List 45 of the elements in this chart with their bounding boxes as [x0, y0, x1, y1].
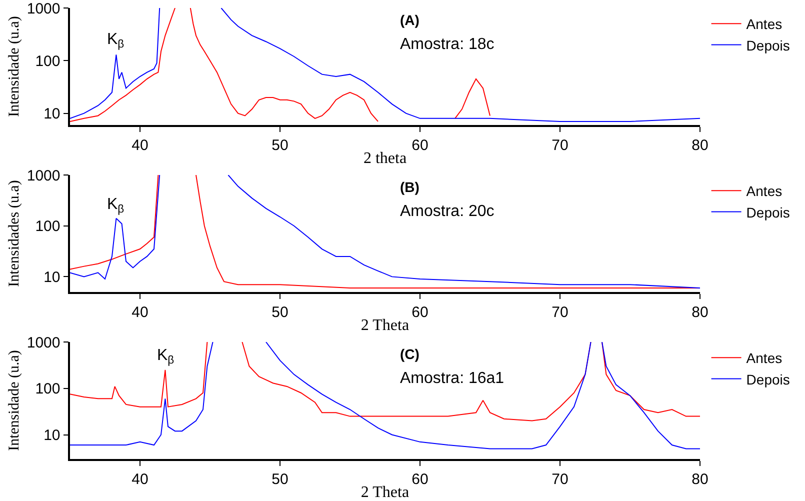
x-tick-label: 60	[412, 470, 428, 488]
legend-label: Depois	[746, 371, 790, 388]
x-tick-label: 70	[552, 136, 568, 154]
x-tick-label: 60	[412, 136, 428, 154]
x-tick-label: 40	[132, 136, 148, 154]
x-tick-label: 80	[692, 470, 708, 488]
x-tick-label: 50	[272, 136, 288, 154]
x-axis-title: 2 Theta	[360, 317, 410, 334]
x-tick-label: 60	[412, 304, 428, 321]
x-tick-label: 50	[272, 470, 288, 488]
x-tick-label: 80	[692, 136, 708, 154]
y-tick-label: 1000	[26, 0, 60, 18]
x-tick-label: 50	[272, 304, 288, 321]
x-tick-label: 70	[552, 304, 568, 321]
annotation: (C)	[400, 346, 420, 362]
x-tick-label: 40	[132, 470, 148, 488]
legend-label: Antes	[746, 350, 782, 366]
y-tick-label: 10	[44, 106, 60, 123]
y-tick-label: 10	[44, 427, 60, 444]
y-tick-label: 100	[35, 52, 60, 70]
x-tick-label: 40	[132, 304, 148, 321]
legend-label: Antes	[746, 16, 782, 32]
y-axis-title: Intensidades (u.a)	[6, 180, 23, 287]
y-tick-label: 1000	[26, 167, 60, 184]
x-tick-label: 70	[552, 470, 568, 488]
legend-label: Depois	[746, 37, 790, 54]
x-tick-label: 80	[692, 304, 708, 321]
y-tick-label: 100	[35, 380, 60, 398]
y-tick-label: 10	[44, 268, 60, 286]
annotation: Amostra: 16a1	[400, 370, 504, 387]
y-tick-label: 100	[35, 218, 60, 236]
y-axis-title: Intensidade (u.a)	[6, 350, 23, 451]
annotation: K$_{β}$	[107, 31, 124, 50]
legend-label: Antes	[746, 183, 782, 200]
x-axis-title: 2 theta	[363, 150, 407, 167]
annotation: (B)	[400, 179, 420, 195]
annotation: K$_{β}$	[107, 196, 124, 216]
x-axis-title: 2 Theta	[360, 484, 410, 501]
annotation: Amostra: 20c	[400, 203, 494, 220]
annotation: (A)	[400, 12, 420, 28]
y-tick-label: 1000	[26, 334, 60, 352]
legend-label: Depois	[746, 204, 790, 220]
y-axis-title: Intensidade (u.a)	[6, 16, 23, 117]
annotation: Amostra: 18c	[400, 36, 494, 53]
annotation: K$_{β}$	[157, 347, 174, 366]
